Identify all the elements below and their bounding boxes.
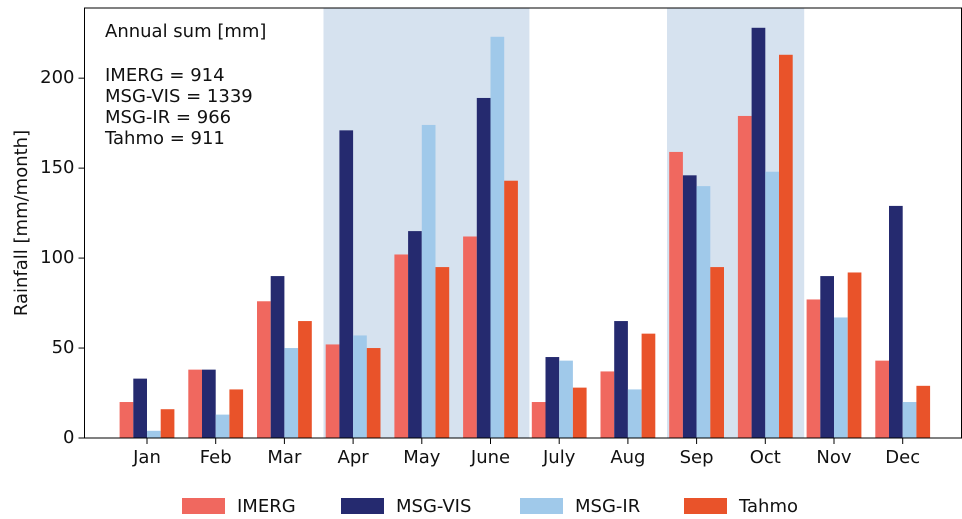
y-axis-label: Rainfall [mm/month] <box>11 130 32 316</box>
annotation-title: Annual sum [mm] <box>105 21 266 42</box>
x-tick-label: Oct <box>750 447 781 468</box>
bar <box>339 130 354 439</box>
annotation-line: Tahmo = 911 <box>104 128 225 149</box>
bar <box>408 231 422 438</box>
bar <box>284 348 299 438</box>
bar <box>669 151 683 439</box>
y-tick-label: 150 <box>40 157 74 178</box>
x-tick-label: Mar <box>267 447 302 468</box>
bar <box>614 321 628 438</box>
y-tick-label: 50 <box>52 337 75 358</box>
x-tick-label: July <box>542 447 576 468</box>
legend-swatch <box>182 498 225 514</box>
legend-label: IMERG <box>237 496 296 517</box>
bar <box>889 205 903 438</box>
bar <box>147 430 161 438</box>
bar <box>188 369 202 438</box>
bar <box>710 267 724 438</box>
bar <box>600 371 615 438</box>
legend-swatch <box>520 498 563 514</box>
bar <box>421 124 436 438</box>
bar <box>834 317 848 438</box>
bar <box>133 378 147 438</box>
y-tick-label: 0 <box>63 427 74 448</box>
bar <box>490 36 505 438</box>
legend-label: MSG-IR <box>575 496 640 517</box>
x-tick-label: Dec <box>885 447 920 468</box>
x-tick-label: Aug <box>610 447 645 468</box>
annotation-line: MSG-IR = 966 <box>105 107 231 128</box>
x-tick-label: Sep <box>680 447 714 468</box>
bar <box>779 54 793 438</box>
bar <box>435 267 450 438</box>
bar <box>229 389 244 438</box>
bar <box>366 348 381 438</box>
legend-swatch <box>341 498 384 514</box>
x-tick-label: Feb <box>200 447 232 468</box>
y-tick-label: 200 <box>40 67 74 88</box>
x-tick-label: May <box>403 447 441 468</box>
bar <box>641 333 656 438</box>
x-tick-label: Apr <box>338 447 370 468</box>
bar <box>298 321 312 438</box>
legend-label: MSG-VIS <box>396 496 471 517</box>
bar <box>160 409 175 438</box>
bar <box>751 27 766 438</box>
bar <box>270 276 285 438</box>
bar <box>257 301 271 438</box>
bar <box>545 357 560 438</box>
bar <box>504 180 518 438</box>
bar <box>737 115 752 438</box>
legend-label: Tahmo <box>738 496 798 517</box>
bar <box>531 402 546 438</box>
legend-swatch <box>684 498 727 514</box>
annotation-line: MSG-VIS = 1339 <box>105 86 253 107</box>
bar <box>202 369 216 438</box>
bar <box>847 272 862 438</box>
bar <box>215 414 230 438</box>
annotation-line: IMERG = 914 <box>105 65 225 86</box>
bar <box>572 387 587 438</box>
bar <box>902 402 917 438</box>
bar <box>559 360 573 438</box>
x-tick-label: Jan <box>132 447 161 468</box>
bar <box>875 360 889 438</box>
x-tick-label: June <box>470 447 510 468</box>
bar <box>696 186 711 438</box>
bar <box>765 171 779 438</box>
bar <box>682 175 697 438</box>
bar <box>394 254 409 438</box>
bar <box>806 299 821 438</box>
bar <box>119 402 134 438</box>
bar <box>463 236 477 438</box>
bar <box>916 385 931 438</box>
bar <box>627 389 642 438</box>
bar <box>476 97 491 438</box>
bar <box>820 276 834 438</box>
y-tick-label: 100 <box>40 247 74 268</box>
x-tick-label: Nov <box>816 447 851 468</box>
bar <box>353 335 367 438</box>
bar <box>325 344 340 438</box>
